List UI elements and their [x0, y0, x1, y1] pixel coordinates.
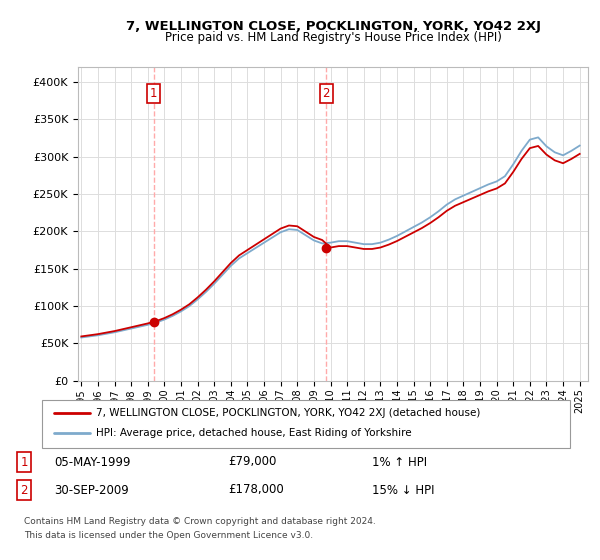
Text: 15% ↓ HPI: 15% ↓ HPI: [372, 483, 434, 497]
Text: £79,000: £79,000: [228, 455, 277, 469]
Text: HPI: Average price, detached house, East Riding of Yorkshire: HPI: Average price, detached house, East…: [96, 428, 412, 438]
Text: 30-SEP-2009: 30-SEP-2009: [54, 483, 129, 497]
Text: 2: 2: [20, 483, 28, 497]
Text: This data is licensed under the Open Government Licence v3.0.: This data is licensed under the Open Gov…: [24, 531, 313, 540]
Text: 1% ↑ HPI: 1% ↑ HPI: [372, 455, 427, 469]
Text: 7, WELLINGTON CLOSE, POCKLINGTON, YORK, YO42 2XJ (detached house): 7, WELLINGTON CLOSE, POCKLINGTON, YORK, …: [96, 408, 481, 418]
Text: 7, WELLINGTON CLOSE, POCKLINGTON, YORK, YO42 2XJ: 7, WELLINGTON CLOSE, POCKLINGTON, YORK, …: [125, 20, 541, 32]
Text: 05-MAY-1999: 05-MAY-1999: [54, 455, 131, 469]
Text: Contains HM Land Registry data © Crown copyright and database right 2024.: Contains HM Land Registry data © Crown c…: [24, 517, 376, 526]
Text: £178,000: £178,000: [228, 483, 284, 497]
Text: 1: 1: [150, 87, 157, 100]
Text: 2: 2: [323, 87, 330, 100]
Text: 1: 1: [20, 455, 28, 469]
Text: Price paid vs. HM Land Registry's House Price Index (HPI): Price paid vs. HM Land Registry's House …: [164, 31, 502, 44]
